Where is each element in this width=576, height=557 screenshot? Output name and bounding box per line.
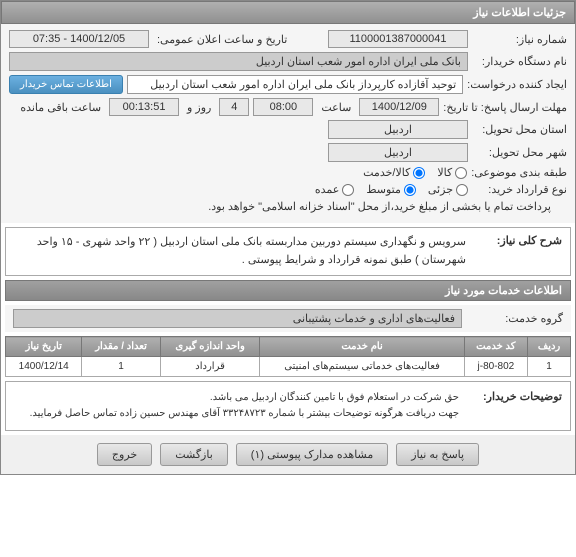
contract-motevaset-radio[interactable]: متوسط bbox=[366, 183, 416, 196]
back-button[interactable]: بازگشت bbox=[160, 443, 228, 466]
contract-jozei-radio[interactable]: جزئی bbox=[428, 183, 468, 196]
niaz-number-label: شماره نیاز: bbox=[472, 33, 567, 46]
city-row: شهر محل تحویل: اردبیل bbox=[9, 143, 567, 162]
topic-radio-group: کالا کالا/خدمت bbox=[363, 166, 467, 179]
sub-header: اطلاعات خدمات مورد نیاز bbox=[5, 280, 571, 301]
view-docs-button[interactable]: مشاهده مدارک پیوستی (۱) bbox=[236, 443, 388, 466]
remaining-label: ساعت باقی مانده bbox=[16, 101, 105, 114]
topic-khadamat-radio[interactable]: کالا/خدمت bbox=[363, 166, 425, 179]
deadline-date-value: 1400/12/09 bbox=[359, 98, 439, 116]
notes-section: توضیحات خریدار: حق شرکت در استعلام فوق ب… bbox=[5, 381, 571, 431]
datetime-value: 1400/12/05 - 07:35 bbox=[9, 30, 149, 48]
th-name: نام خدمت bbox=[260, 337, 464, 357]
main-container: جزئیات اطلاعات نیاز شماره نیاز: 11000013… bbox=[0, 0, 576, 475]
deadline-label: مهلت ارسال پاسخ: تا تاریخ: bbox=[443, 101, 567, 114]
request-creator-label: ایجاد کننده درخواست: bbox=[467, 78, 567, 91]
desc-label: شرح کلی نیاز: bbox=[472, 234, 562, 247]
province-value: اردبیل bbox=[328, 120, 468, 139]
payment-note: پرداخت تمام یا بخشی از مبلغ خرید،از محل … bbox=[204, 200, 555, 213]
request-creator-value: توحید آقازاده کارپرداز بانک ملی ایران اد… bbox=[127, 75, 463, 94]
khadamat-label: کالا/خدمت bbox=[363, 166, 410, 179]
th-unit: واحد اندازه گیری bbox=[160, 337, 260, 357]
omde-label: عمده bbox=[315, 183, 339, 196]
td-name: فعالیت‌های خدماتی سیستم‌های امنیتی bbox=[260, 357, 464, 377]
th-qty: تعداد / مقدار bbox=[82, 337, 160, 357]
province-row: استان محل تحویل: اردبیل bbox=[9, 120, 567, 139]
td-code: j-80-802 bbox=[464, 357, 527, 377]
table-row: 1 j-80-802 فعالیت‌های خدماتی سیستم‌های ا… bbox=[6, 357, 571, 377]
khadamat-radio-input[interactable] bbox=[413, 167, 425, 179]
deadline-time-value: 08:00 bbox=[253, 98, 313, 116]
th-date: تاریخ نیاز bbox=[6, 337, 82, 357]
td-unit: قرارداد bbox=[160, 357, 260, 377]
td-qty: 1 bbox=[82, 357, 160, 377]
group-row: گروه خدمت: فعالیت‌های اداری و خدمات پشتی… bbox=[5, 305, 571, 332]
motevaset-radio-input[interactable] bbox=[404, 184, 416, 196]
motevaset-label: متوسط bbox=[366, 183, 401, 196]
note-row: توضیحات خریدار: حق شرکت در استعلام فوق ب… bbox=[14, 390, 562, 422]
contract-type-label: نوع قرارداد خرید: bbox=[472, 183, 567, 196]
buyer-label: نام دستگاه خریدار: bbox=[472, 55, 567, 68]
days-value: 4 bbox=[219, 98, 249, 116]
contact-info-button[interactable]: اطلاعات تماس خریدار bbox=[9, 75, 123, 94]
td-date: 1400/12/14 bbox=[6, 357, 82, 377]
description-section: شرح کلی نیاز: سرویس و نگهداری سیستم دورب… bbox=[5, 227, 571, 276]
td-row: 1 bbox=[528, 357, 571, 377]
exit-button[interactable]: خروج bbox=[97, 443, 152, 466]
days-label: روز و bbox=[183, 101, 215, 114]
th-row: ردیف bbox=[528, 337, 571, 357]
time-label: ساعت bbox=[317, 101, 355, 114]
page-header: جزئیات اطلاعات نیاز bbox=[1, 1, 575, 24]
buyer-row: نام دستگاه خریدار: بانک ملی ایران اداره … bbox=[9, 52, 567, 71]
niaz-number-row: شماره نیاز: 1100001387000041 تاریخ و ساع… bbox=[9, 30, 567, 48]
kala-label: کالا bbox=[437, 166, 452, 179]
datetime-label: تاریخ و ساعت اعلان عمومی: bbox=[153, 33, 291, 46]
form-section: شماره نیاز: 1100001387000041 تاریخ و ساع… bbox=[1, 24, 575, 223]
group-value: فعالیت‌های اداری و خدمات پشتیبانی bbox=[13, 309, 462, 328]
jozei-label: جزئی bbox=[428, 183, 453, 196]
buyer-value: بانک ملی ایران اداره امور شعب استان اردب… bbox=[9, 52, 468, 71]
notes-text: حق شرکت در استعلام فوق با تامین کنندگان … bbox=[30, 390, 459, 422]
contract-omde-radio[interactable]: عمده bbox=[315, 183, 354, 196]
group-label: گروه خدمت: bbox=[468, 312, 563, 325]
topic-type-label: طبقه بندی موضوعی: bbox=[471, 166, 567, 179]
desc-row: شرح کلی نیاز: سرویس و نگهداری سیستم دورب… bbox=[14, 234, 562, 269]
deadline-row: مهلت ارسال پاسخ: تا تاریخ: 1400/12/09 سا… bbox=[9, 98, 567, 116]
remaining-time-value: 00:13:51 bbox=[109, 98, 179, 116]
contract-type-row: نوع قرارداد خرید: جزئی متوسط عمده پرداخت… bbox=[9, 183, 567, 213]
respond-button[interactable]: پاسخ به نیاز bbox=[396, 443, 479, 466]
niaz-number-value: 1100001387000041 bbox=[328, 30, 468, 48]
table-header-row: ردیف کد خدمت نام خدمت واحد اندازه گیری ت… bbox=[6, 337, 571, 357]
topic-kala-radio[interactable]: کالا bbox=[437, 166, 467, 179]
city-label: شهر محل تحویل: bbox=[472, 146, 567, 159]
desc-text: سرویس و نگهداری سیستم دوربین مداربسته با… bbox=[14, 234, 466, 269]
kala-radio-input[interactable] bbox=[455, 167, 467, 179]
th-code: کد خدمت bbox=[464, 337, 527, 357]
omde-radio-input[interactable] bbox=[342, 184, 354, 196]
city-value: اردبیل bbox=[328, 143, 468, 162]
jozei-radio-input[interactable] bbox=[456, 184, 468, 196]
services-table: ردیف کد خدمت نام خدمت واحد اندازه گیری ت… bbox=[5, 336, 571, 377]
button-bar: پاسخ به نیاز مشاهده مدارک پیوستی (۱) باز… bbox=[1, 435, 575, 474]
contract-radio-group: جزئی متوسط عمده bbox=[315, 183, 468, 196]
request-creator-row: ایجاد کننده درخواست: توحید آقازاده کارپر… bbox=[9, 75, 567, 94]
notes-label: توضیحات خریدار: bbox=[467, 390, 562, 403]
province-label: استان محل تحویل: bbox=[472, 123, 567, 136]
topic-type-row: طبقه بندی موضوعی: کالا کالا/خدمت bbox=[9, 166, 567, 179]
